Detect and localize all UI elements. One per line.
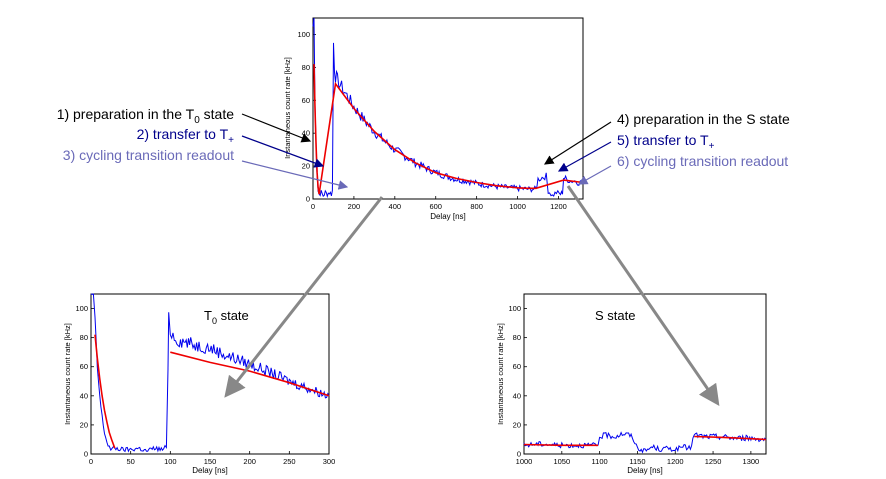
zoom-pointer-left — [224, 196, 384, 398]
annotation-5: 5) transfer to T+ — [617, 132, 715, 152]
t0-ytick-label: 60 — [80, 362, 88, 371]
overview-chart: 0 200 400 600 800 1000 1200 0 20 40 60 80 100 Delay … — [283, 17, 584, 221]
overview-xtick-label: 1200 — [550, 202, 567, 211]
overview-series — [312, 17, 584, 199]
t0-xtick-label: 250 — [283, 457, 296, 466]
overview-xtick-label: 0 — [311, 202, 315, 211]
t0-state-label: T0 state — [204, 308, 249, 326]
overview-xlabel: Delay [ns] — [430, 212, 466, 221]
t0-ytick-label: 80 — [80, 333, 88, 342]
t0-xtick-label: 0 — [89, 457, 93, 466]
zoom-pointer-right — [566, 185, 720, 406]
s-ytick-label: 20 — [513, 420, 521, 429]
s-ticks: 1000 1050 1100 1150 1200 1250 1300 0 20 40 60 80 100 — [508, 304, 759, 466]
s-ytick-label: 80 — [513, 333, 521, 342]
t0-ytick-label: 100 — [75, 304, 88, 313]
arrow-6 — [577, 165, 612, 185]
s-plot-frame — [523, 293, 767, 455]
annotation-6: 6) cycling transition readout — [617, 153, 788, 169]
overview-ytick-label: 60 — [302, 96, 310, 105]
t0-ylabel: Instantaneous count rate [kHz] — [63, 323, 72, 425]
t0-ytick-label: 40 — [80, 391, 88, 400]
right-annotations: 4) preparation in the S state 5) transfe… — [543, 111, 790, 185]
s-xtick-label: 1000 — [516, 457, 533, 466]
t0-xtick-label: 100 — [164, 457, 177, 466]
s-state-label: S state — [595, 308, 635, 323]
s-xtick-label: 1250 — [705, 457, 722, 466]
s-series — [523, 431, 767, 454]
annotation-2: 2) transfer to T+ — [137, 126, 235, 146]
annotation-3: 3) cycling transition readout — [63, 147, 234, 163]
overview-xtick-label: 400 — [389, 202, 402, 211]
t0-zoom-chart: 0 50 100 150 200 250 300 0 20 40 60 80 100 Delay [ns… — [63, 293, 335, 475]
s-ytick-label: 60 — [513, 362, 521, 371]
overview-xtick-label: 200 — [348, 202, 361, 211]
t0-ytick-label: 20 — [80, 420, 88, 429]
left-annotations: 1) preparation in the T0 state 2) transf… — [57, 106, 349, 190]
overview-xtick-label: 1000 — [509, 202, 526, 211]
arrow-2 — [241, 135, 325, 168]
annotation-1: 1) preparation in the T0 state — [57, 106, 235, 126]
overview-ytick-label: 80 — [302, 63, 310, 72]
overview-ytick-label: 0 — [306, 195, 310, 204]
s-zoom-chart: 1000 1050 1100 1150 1200 1250 1300020406080100… — [496, 293, 767, 475]
s-ytick-label: 0 — [517, 450, 521, 459]
s-xtick-label: 1300 — [743, 457, 760, 466]
annotation-4: 4) preparation in the S state — [617, 111, 790, 127]
s-xtick-label: 1100 — [592, 457, 608, 466]
s-fit-curve — [523, 435, 767, 447]
t0-xtick-label: 300 — [323, 457, 336, 466]
t0-xlabel: Delay [ns] — [192, 466, 228, 475]
t0-series — [90, 293, 330, 453]
t0-plot-frame — [90, 293, 330, 455]
s-xtick-label: 1050 — [553, 457, 570, 466]
arrow-1 — [241, 113, 312, 143]
overview-plot-frame — [312, 17, 584, 200]
t0-ytick-label: 0 — [84, 450, 88, 459]
s-ytick-label: 40 — [513, 391, 521, 400]
overview-xtick-label: 600 — [429, 202, 442, 211]
s-xlabel: Delay [ns] — [627, 466, 663, 475]
t0-fit-curve — [94, 334, 330, 449]
arrow-5 — [557, 141, 612, 172]
overview-ytick-label: 20 — [302, 162, 310, 171]
overview-ytick-label: 100 — [297, 30, 310, 39]
arrow-3 — [241, 160, 349, 190]
t0-data-trace — [90, 293, 330, 453]
t0-xtick-label: 150 — [204, 457, 217, 466]
s-xtick-label: 1150 — [629, 457, 645, 466]
t0-xtick-label: 50 — [126, 457, 134, 466]
s-ylabel: Instantaneous count rate [kHz] — [496, 323, 505, 425]
overview-fit-curve — [313, 64, 584, 195]
s-ytick-label: 100 — [508, 304, 521, 313]
overview-ylabel: Instantaneous count rate [kHz] — [283, 57, 292, 159]
overview-ytick-label: 40 — [302, 129, 310, 138]
t0-xtick-label: 200 — [243, 457, 256, 466]
t0-ticks: 0 50 100 150 200 250 300 0 20 40 60 80 100 — [75, 304, 335, 466]
overview-xtick-label: 800 — [470, 202, 483, 211]
overview-ticks: 0 200 400 600 800 1000 1200 0 20 40 60 80 100 — [297, 30, 566, 211]
s-xtick-label: 1200 — [667, 457, 684, 466]
arrow-4 — [543, 121, 612, 165]
